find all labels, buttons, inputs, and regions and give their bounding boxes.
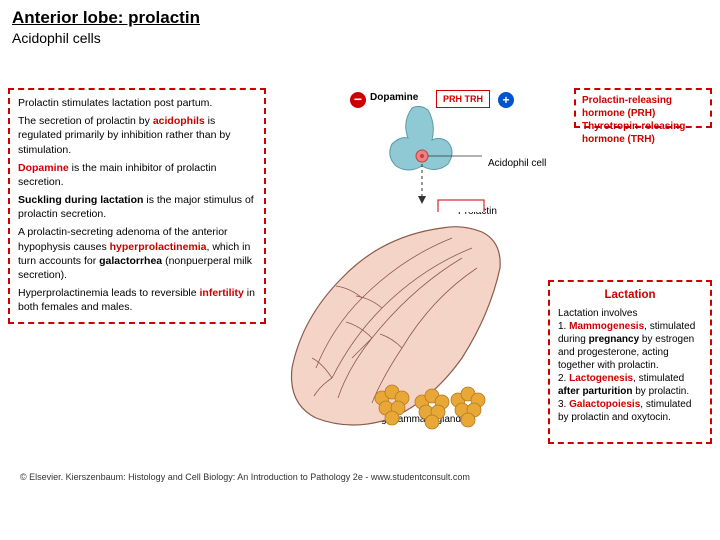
central-diagram: PRH TRH + − Dopamine Acidophil cell Prol… [272, 88, 560, 448]
info-panel-left: Prolactin stimulates lactation post part… [8, 88, 266, 324]
attribution-text: © Elsevier. Kierszenbaum: Histology and … [20, 472, 470, 482]
acidophil-label: Acidophil cell [488, 158, 546, 169]
lactation-panel: Lactation Lactation involves 1. Mammogen… [548, 280, 712, 444]
hormone-panel: Prolactin-releasing hormone (PRH) Thyrot… [574, 88, 712, 128]
cell-cluster-icon [368, 378, 488, 438]
plus-icon: + [498, 92, 514, 108]
page-subtitle: Acidophil cells [12, 30, 708, 46]
minus-icon: − [350, 92, 366, 108]
pituitary-icon [382, 102, 492, 212]
page-title: Anterior lobe: prolactin [12, 8, 708, 28]
